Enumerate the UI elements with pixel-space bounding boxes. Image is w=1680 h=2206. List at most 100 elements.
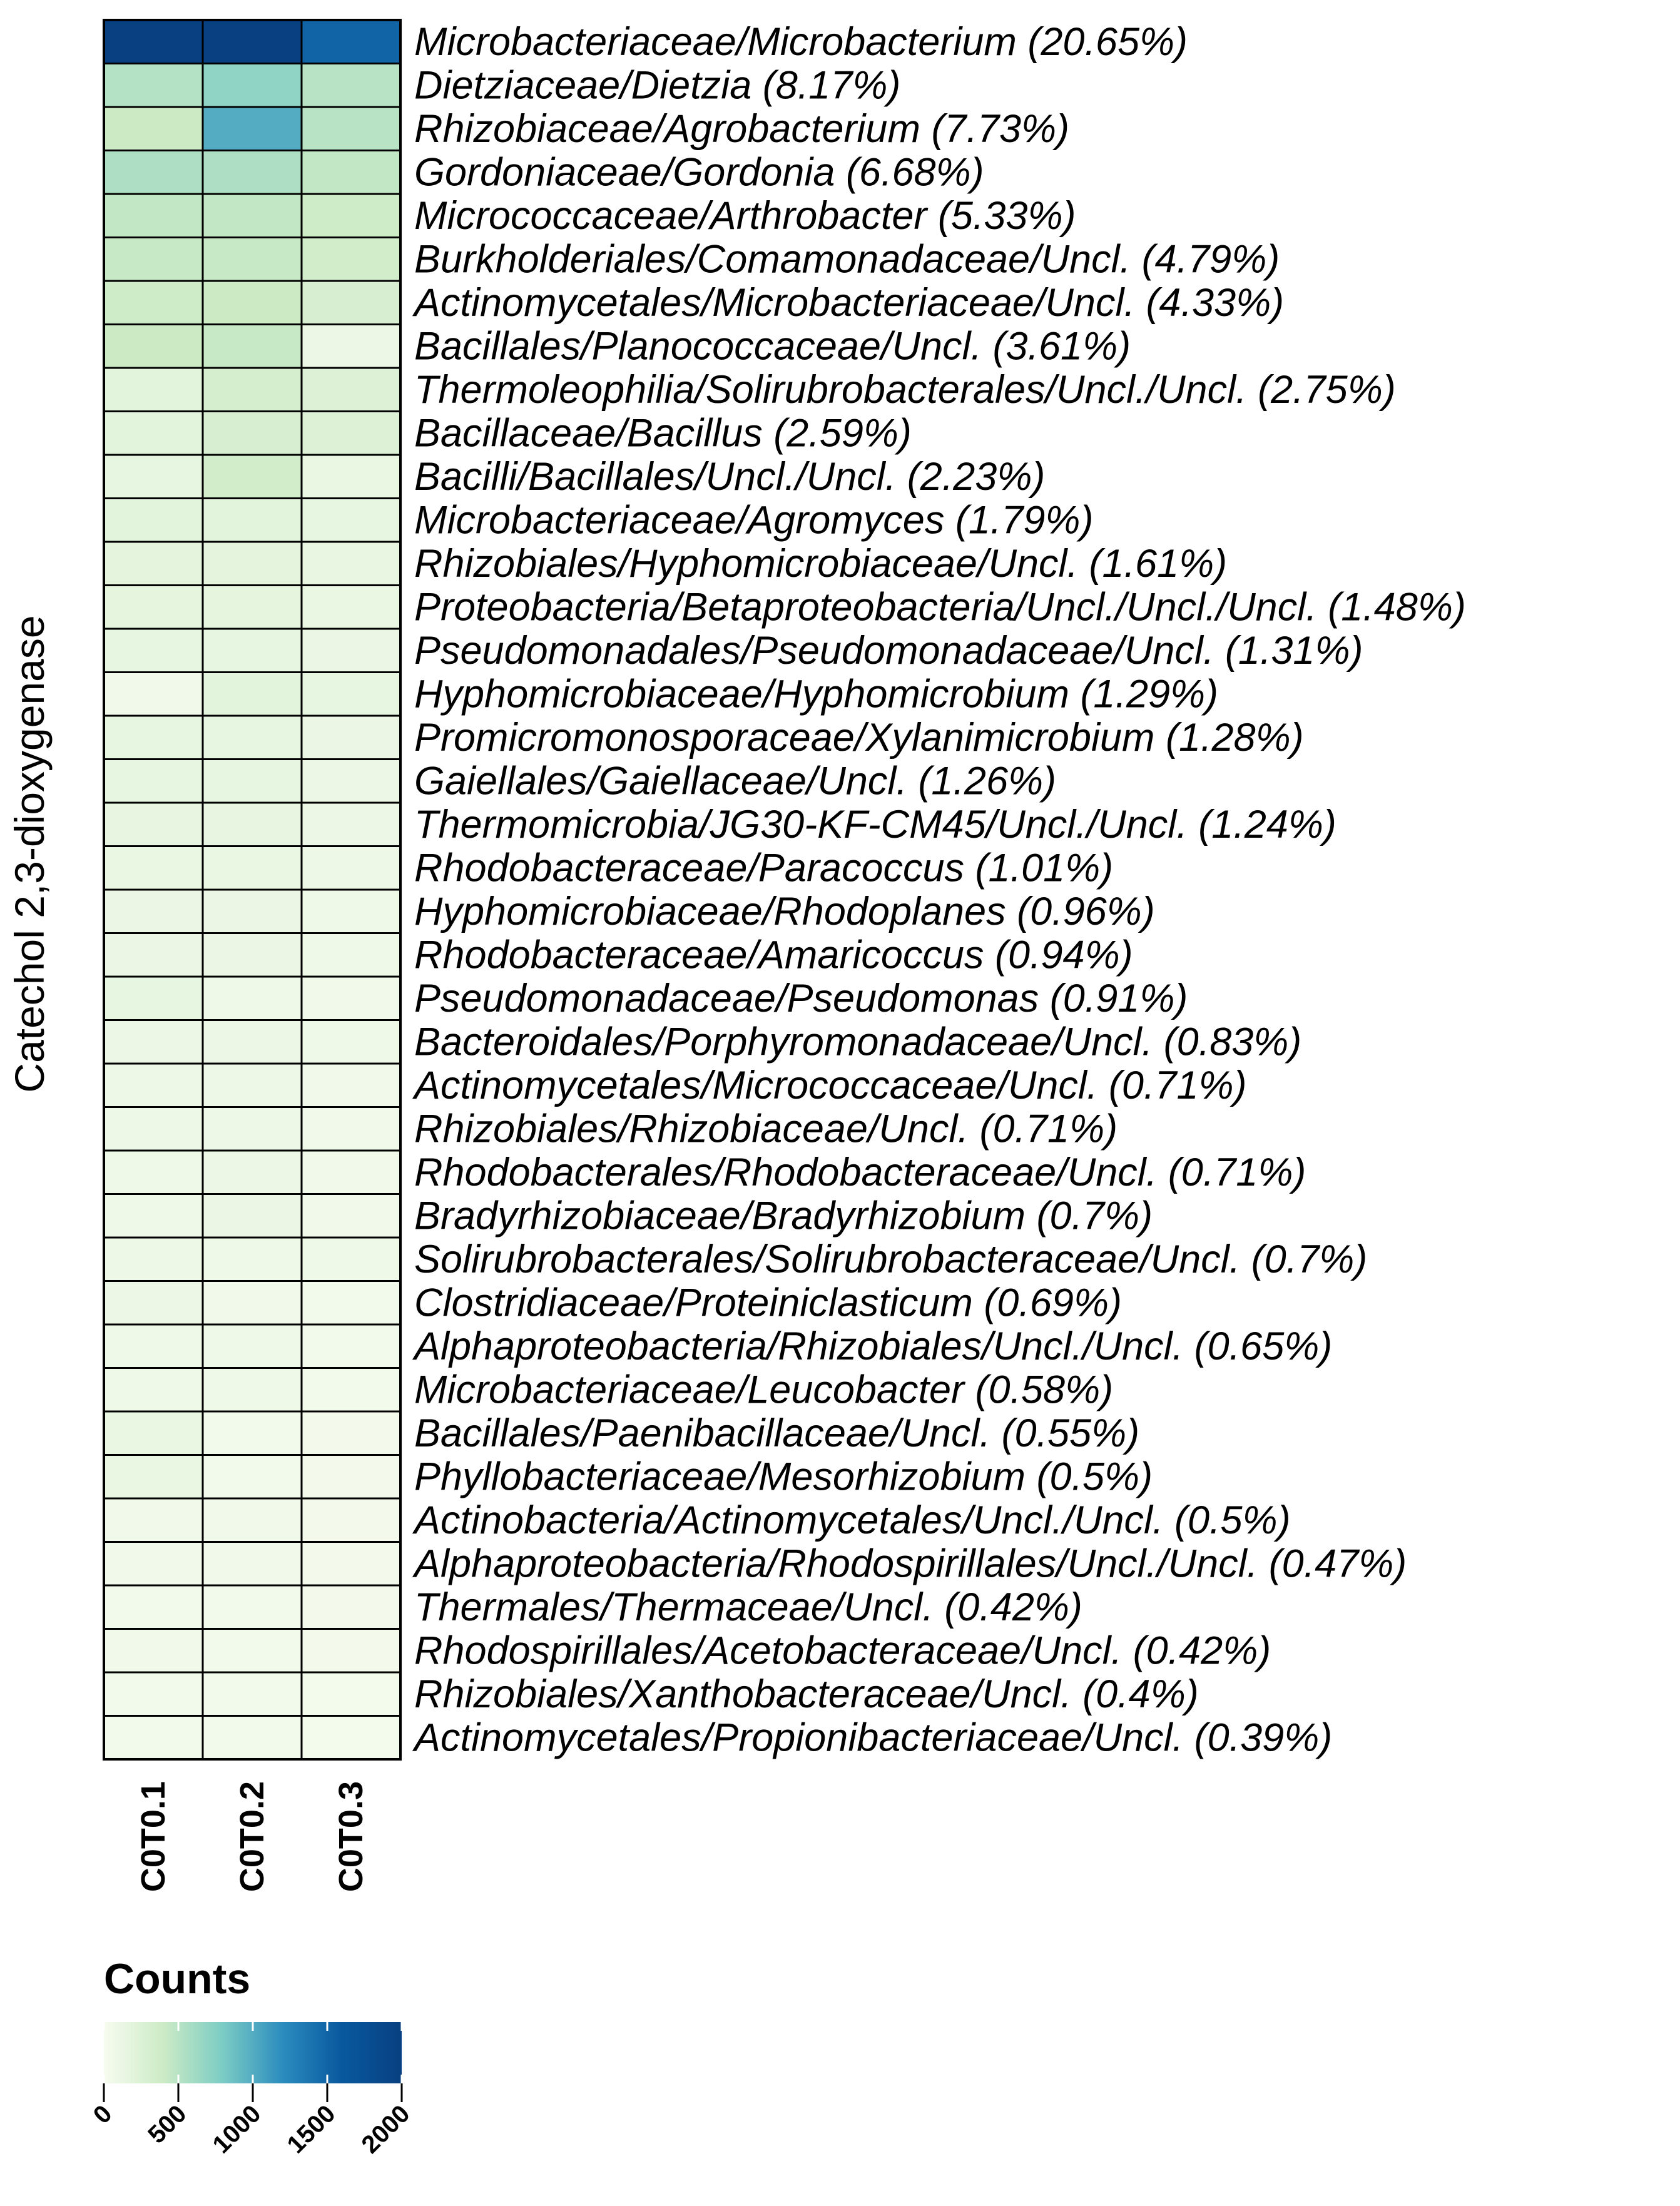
heatmap-cell	[201, 975, 303, 1021]
heatmap-cell	[103, 1193, 204, 1239]
heatmap-cells	[103, 19, 402, 1761]
heatmap-cell	[103, 106, 204, 151]
heatmap-cell	[201, 628, 303, 673]
heatmap-cell	[300, 106, 402, 151]
heatmap-cell	[300, 888, 402, 934]
heatmap-cell	[103, 1410, 204, 1456]
heatmap-cell	[300, 1149, 402, 1195]
heatmap-cell	[300, 497, 402, 543]
row-label: Hyphomicrobiaceae/Rhodoplanes (0.96%)	[414, 890, 1155, 933]
heatmap-cell	[300, 454, 402, 499]
heatmap-cell	[103, 541, 204, 586]
row-label: Bacillales/Paenibacillaceae/Uncl. (0.55%…	[414, 1411, 1139, 1455]
heatmap-cell	[103, 280, 204, 325]
heatmap-cell	[201, 1280, 303, 1326]
heatmap-cell	[201, 367, 303, 412]
row-label: Rhizobiaceae/Agrobacterium (7.73%)	[414, 107, 1069, 151]
heatmap-cell	[201, 1454, 303, 1500]
heatmap-cell	[103, 758, 204, 804]
heatmap-cell	[201, 1149, 303, 1195]
y-axis-title: Catechol 2,3-dioxygenase	[6, 615, 53, 1092]
heatmap-cell	[103, 1280, 204, 1326]
heatmap-cell	[201, 584, 303, 630]
heatmap-cell	[103, 1149, 204, 1195]
heatmap-cell	[201, 1715, 303, 1761]
heatmap-cell	[103, 1454, 204, 1500]
heatmap-cell	[300, 63, 402, 108]
heatmap-cell	[201, 1323, 303, 1369]
heatmap-cell	[103, 1497, 204, 1543]
heatmap-cell	[201, 845, 303, 891]
heatmap-cell	[201, 497, 303, 543]
heatmap-cell	[300, 584, 402, 630]
row-label: Actinobacteria/Actinomycetales/Uncl./Unc…	[412, 1498, 1291, 1542]
heatmap-cell	[300, 1019, 402, 1065]
heatmap-cell	[103, 497, 204, 543]
heatmap-cell	[103, 845, 204, 891]
row-label: Rhizobiales/Xanthobacteraceae/Uncl. (0.4…	[414, 1672, 1199, 1716]
heatmap-cell	[201, 1410, 303, 1456]
heatmap-cell	[103, 367, 204, 412]
heatmap-cell	[300, 1367, 402, 1413]
row-label: Gordoniaceae/Gordonia (6.68%)	[414, 150, 984, 194]
column-label: C0T0.1	[135, 1781, 172, 1892]
heatmap-cell	[300, 1280, 402, 1326]
heatmap-cell	[300, 1671, 402, 1717]
heatmap-cell	[201, 1019, 303, 1065]
heatmap-cell	[201, 541, 303, 586]
heatmap-cell	[103, 888, 204, 934]
heatmap-cell	[103, 150, 204, 195]
row-label: Bradyrhizobiaceae/Bradyrhizobium (0.7%)	[414, 1194, 1153, 1238]
heatmap-cell	[103, 1671, 204, 1717]
row-label: Rhizobiales/Rhizobiaceae/Uncl. (0.71%)	[414, 1107, 1117, 1151]
heatmap-cell	[300, 410, 402, 456]
legend-tick-label: 1500	[282, 2100, 341, 2158]
heatmap-cell	[300, 1106, 402, 1152]
heatmap-cell	[201, 323, 303, 369]
heatmap-cell	[103, 1106, 204, 1152]
heatmap-cell	[300, 932, 402, 978]
heatmap-cell	[201, 671, 303, 717]
heatmap-cell	[103, 323, 204, 369]
heatmap-cell	[300, 1584, 402, 1630]
heatmap-cell	[103, 193, 204, 238]
heatmap-cell	[300, 1236, 402, 1282]
heatmap-cell	[201, 280, 303, 325]
heatmap-cell	[103, 454, 204, 499]
heatmap-cell	[103, 1323, 204, 1369]
heatmap-cell	[201, 410, 303, 456]
heatmap-cell	[103, 1628, 204, 1674]
row-label: Rhodobacteraceae/Amaricoccus (0.94%)	[414, 933, 1133, 977]
heatmap-cell	[300, 1454, 402, 1500]
heatmap-border	[103, 19, 402, 1761]
heatmap-cell	[300, 236, 402, 282]
row-label: Microbacteriaceae/Agromyces (1.79%)	[414, 498, 1093, 542]
heatmap-cell	[201, 1193, 303, 1239]
row-label: Bacillales/Planococcaceae/Uncl. (3.61%)	[414, 324, 1131, 368]
heatmap-cell	[201, 1541, 303, 1587]
row-label: Phyllobacteriaceae/Mesorhizobium (0.5%)	[414, 1455, 1153, 1498]
heatmap-cell	[201, 714, 303, 760]
heatmap-cell	[103, 801, 204, 847]
heatmap-cell	[300, 367, 402, 412]
heatmap-cell	[103, 932, 204, 978]
heatmap-cell	[201, 19, 303, 64]
row-label: Alphaproteobacteria/Rhizobiales/Uncl./Un…	[412, 1324, 1332, 1368]
row-label: Alphaproteobacteria/Rhodospirillales/Unc…	[412, 1542, 1407, 1585]
legend-tick-label: 500	[143, 2100, 191, 2148]
heatmap-cell	[201, 801, 303, 847]
row-label: Actinomycetales/Microbacteriaceae/Uncl. …	[412, 281, 1284, 325]
heatmap-cell	[103, 1584, 204, 1630]
heatmap-cell	[300, 1497, 402, 1543]
row-label: Burkholderiales/Comamonadaceae/Uncl. (4.…	[414, 237, 1280, 281]
heatmap-cell	[103, 714, 204, 760]
row-label: Micrococcaceae/Arthrobacter (5.33%)	[414, 194, 1076, 238]
heatmap-cell	[300, 845, 402, 891]
heatmap-cell	[103, 671, 204, 717]
heatmap-cell	[103, 19, 204, 64]
heatmap-cell	[300, 758, 402, 804]
row-label: Solirubrobacterales/Solirubrobacteraceae…	[414, 1238, 1367, 1281]
row-label: Thermoleophilia/Solirubrobacterales/Uncl…	[414, 368, 1396, 412]
heatmap-cell	[103, 236, 204, 282]
legend-color-bar	[104, 2022, 402, 2083]
